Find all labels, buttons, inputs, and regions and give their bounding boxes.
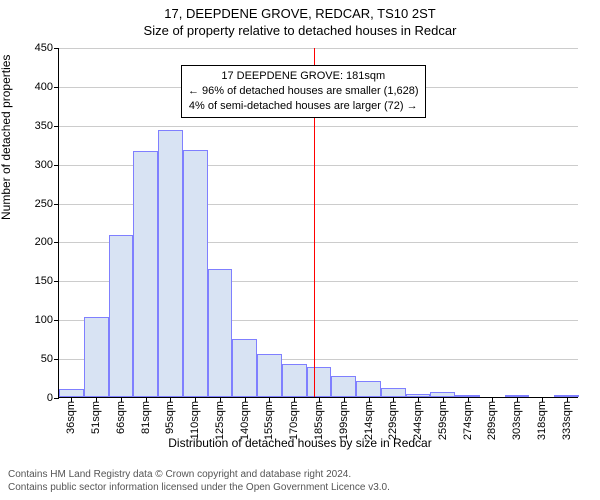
ytick-label: 200 <box>35 236 53 248</box>
xtick-label: 199sqm <box>338 401 350 440</box>
xtick-label: 36sqm <box>65 401 77 434</box>
info-box-line-1: 17 DEEPDENE GROVE: 181sqm <box>188 69 419 84</box>
ytick-mark <box>54 126 59 127</box>
xtick-label: 140sqm <box>239 401 251 440</box>
x-axis-label: Distribution of detached houses by size … <box>0 436 600 450</box>
ytick-label: 400 <box>35 81 53 93</box>
ytick-label: 300 <box>35 159 53 171</box>
xtick-label: 95sqm <box>164 401 176 434</box>
xtick-label: 274sqm <box>462 401 474 440</box>
xtick-label: 289sqm <box>486 401 498 440</box>
xtick-label: 244sqm <box>412 401 424 440</box>
histogram-bar <box>208 269 233 397</box>
histogram-bar <box>109 235 134 397</box>
histogram-bar <box>59 389 84 397</box>
ytick-mark <box>54 87 59 88</box>
info-box: 17 DEEPDENE GROVE: 181sqm← 96% of detach… <box>181 65 426 118</box>
histogram-bar <box>84 317 109 397</box>
xtick-label: 229sqm <box>387 401 399 440</box>
ytick-label: 450 <box>35 42 53 54</box>
xtick-label: 303sqm <box>511 401 523 440</box>
xtick-label: 51sqm <box>90 401 102 434</box>
histogram-bar <box>282 364 307 397</box>
ytick-mark <box>54 359 59 360</box>
ytick-mark <box>54 165 59 166</box>
xtick-label: 214sqm <box>363 401 375 440</box>
chart-plot-area: 05010015020025030035040045036sqm51sqm66s… <box>58 48 578 398</box>
histogram-bar <box>356 381 381 397</box>
ytick-label: 50 <box>41 353 53 365</box>
xtick-label: 318sqm <box>536 401 548 440</box>
footer-line-1: Contains HM Land Registry data © Crown c… <box>8 468 592 481</box>
xtick-label: 155sqm <box>263 401 275 440</box>
ytick-label: 0 <box>47 392 53 404</box>
histogram-bar <box>158 130 183 397</box>
ytick-mark <box>54 204 59 205</box>
ytick-mark <box>54 281 59 282</box>
footer-attribution: Contains HM Land Registry data © Crown c… <box>8 468 592 494</box>
histogram-bar <box>331 376 356 397</box>
chart-title-sub: Size of property relative to detached ho… <box>0 21 600 38</box>
histogram-bar <box>307 367 332 397</box>
xtick-label: 185sqm <box>313 401 325 440</box>
ytick-mark <box>54 398 59 399</box>
xtick-label: 81sqm <box>140 401 152 434</box>
chart-title-main: 17, DEEPDENE GROVE, REDCAR, TS10 2ST <box>0 0 600 21</box>
histogram-bar <box>381 388 406 397</box>
ytick-mark <box>54 48 59 49</box>
info-box-line-3: 4% of semi-detached houses are larger (7… <box>188 99 419 114</box>
info-box-line-2: ← 96% of detached houses are smaller (1,… <box>188 84 419 99</box>
xtick-label: 110sqm <box>189 401 201 439</box>
ytick-label: 350 <box>35 120 53 132</box>
xtick-label: 333sqm <box>561 401 573 440</box>
gridline-h <box>59 126 578 127</box>
histogram-bar <box>183 150 208 397</box>
histogram-bar <box>232 339 257 397</box>
xtick-label: 125sqm <box>214 401 226 440</box>
histogram-bar <box>133 151 158 397</box>
xtick-label: 170sqm <box>288 401 300 440</box>
y-axis-label: Number of detached properties <box>0 55 13 220</box>
plot-region: 05010015020025030035040045036sqm51sqm66s… <box>58 48 578 398</box>
ytick-mark <box>54 242 59 243</box>
xtick-label: 259sqm <box>437 401 449 440</box>
ytick-label: 150 <box>35 275 53 287</box>
xtick-label: 66sqm <box>115 401 127 434</box>
ytick-label: 100 <box>35 314 53 326</box>
gridline-h <box>59 48 578 49</box>
footer-line-2: Contains public sector information licen… <box>8 481 592 494</box>
ytick-mark <box>54 320 59 321</box>
ytick-label: 250 <box>35 198 53 210</box>
histogram-bar <box>257 354 282 397</box>
